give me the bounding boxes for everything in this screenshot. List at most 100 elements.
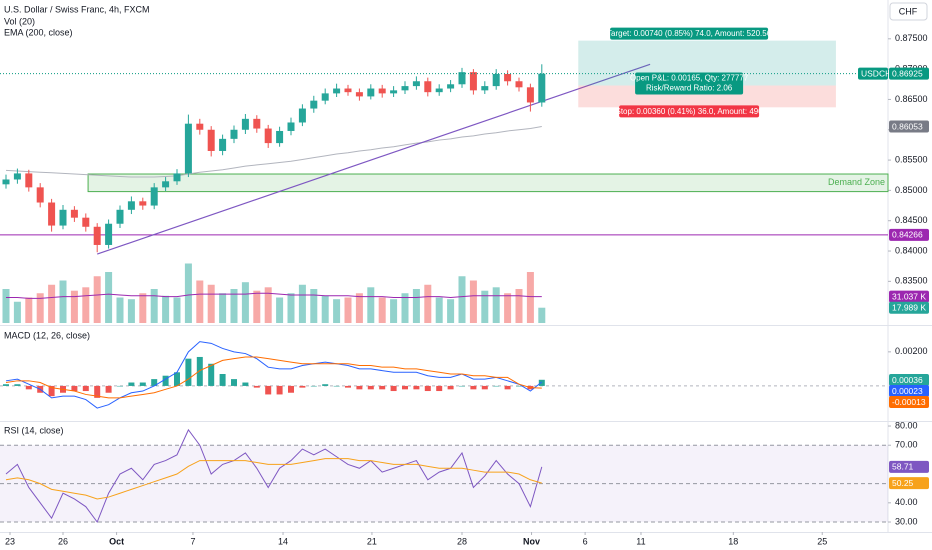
target-label-label: Target: 0.00740 (0.85%) 74.0, Amount: 52… bbox=[607, 29, 772, 38]
histogram-bar bbox=[128, 382, 135, 386]
histogram-bar bbox=[276, 385, 283, 395]
histogram-bar bbox=[333, 385, 340, 387]
volume-bar bbox=[298, 284, 306, 323]
candle-body bbox=[344, 88, 352, 93]
candle-body bbox=[70, 209, 78, 218]
volume-bar bbox=[93, 276, 101, 323]
volume-bar bbox=[13, 301, 21, 323]
histogram-bar bbox=[253, 385, 260, 388]
candle-body bbox=[469, 72, 477, 91]
histogram-bar bbox=[299, 385, 306, 388]
volume-bar bbox=[412, 289, 420, 323]
macd-badge bbox=[889, 385, 929, 397]
target-label bbox=[610, 27, 769, 40]
volume-bar bbox=[207, 284, 215, 323]
candle-body bbox=[127, 201, 135, 210]
x-tick-label: 28 bbox=[457, 536, 467, 546]
rsi-badge-label: 58.71 bbox=[892, 462, 914, 472]
candle-body bbox=[435, 88, 443, 93]
volume-bar bbox=[173, 297, 181, 323]
volume-bar bbox=[82, 287, 90, 323]
histogram-bar bbox=[105, 385, 112, 393]
volume-bar bbox=[367, 287, 375, 323]
candle-body bbox=[481, 86, 489, 91]
volume-bar bbox=[401, 293, 409, 323]
histogram-bar bbox=[459, 385, 465, 387]
volume-bar bbox=[424, 284, 432, 323]
histogram-bar bbox=[162, 375, 169, 386]
demand-zone-label: Demand Zone bbox=[828, 177, 885, 187]
volume-bar bbox=[447, 299, 455, 323]
histogram-bar bbox=[322, 384, 329, 386]
volume-bar bbox=[48, 284, 56, 323]
y-tick-label: 80.00 bbox=[895, 420, 918, 430]
candle-body bbox=[355, 92, 363, 97]
currency-label[interactable]: CHF bbox=[899, 6, 918, 16]
x-tick-label: 23 bbox=[5, 536, 15, 546]
volume-bar bbox=[25, 297, 33, 323]
y-tick-label: 0.85000 bbox=[895, 185, 928, 195]
y-tick-label: 0.84500 bbox=[895, 215, 928, 225]
x-tick-label: 14 bbox=[278, 536, 288, 546]
rsi-line bbox=[5, 428, 543, 524]
x-tick-label: Nov bbox=[523, 536, 540, 546]
histogram-bar bbox=[82, 385, 89, 392]
y-tick-label: 0.00200 bbox=[895, 346, 928, 356]
currency-button[interactable] bbox=[889, 2, 928, 21]
candle-body bbox=[82, 217, 90, 227]
volume-bar bbox=[310, 289, 318, 323]
volume-bar bbox=[2, 289, 10, 323]
volume-bar bbox=[264, 287, 272, 323]
signal-line bbox=[5, 356, 542, 399]
macd-badge bbox=[889, 374, 929, 386]
histogram-bar bbox=[94, 385, 101, 398]
volume-bar bbox=[184, 263, 192, 323]
macd-badge-label: -0.00013 bbox=[892, 397, 926, 407]
stop-label-label: Stop: 0.00360 (0.41%) 36.0, Amount: 490 bbox=[615, 107, 763, 116]
hline-badge-label: 0.84266 bbox=[892, 230, 923, 240]
histogram-bar bbox=[390, 385, 397, 392]
y-tick-label: 0.83500 bbox=[895, 276, 928, 286]
volume-bar bbox=[390, 299, 398, 323]
candle-body bbox=[36, 187, 44, 203]
symbol-badge bbox=[858, 67, 888, 80]
histogram-bar bbox=[424, 385, 431, 392]
demand-zone bbox=[87, 173, 889, 193]
candle-body bbox=[298, 108, 306, 123]
candle-body bbox=[515, 81, 523, 88]
x-tick-label: Oct bbox=[109, 536, 124, 546]
volume-bar bbox=[481, 290, 489, 323]
histogram-bar bbox=[71, 385, 78, 392]
histogram-bar bbox=[481, 385, 488, 390]
y-tick-label: 40.00 bbox=[895, 497, 918, 507]
x-tick-label: 25 bbox=[817, 536, 827, 546]
candle-body bbox=[93, 226, 101, 245]
histogram-bar bbox=[48, 385, 55, 397]
macd-title: MACD (12, 26, close) bbox=[4, 330, 90, 340]
histogram-bar bbox=[310, 385, 317, 387]
candle-body bbox=[207, 129, 215, 151]
histogram-bar bbox=[356, 385, 363, 390]
pnl-label: Open P&L: 0.00165, Qty: 277777 bbox=[630, 74, 749, 83]
macd-badge-label: 0.00036 bbox=[892, 375, 923, 385]
ema-line bbox=[5, 126, 542, 178]
ema-badge-label: 0.86053 bbox=[892, 121, 923, 131]
candle-body bbox=[253, 118, 261, 129]
histogram-bar bbox=[470, 385, 477, 390]
histogram-bar bbox=[242, 382, 249, 386]
candle-body bbox=[492, 73, 500, 87]
histogram-bar bbox=[367, 385, 374, 390]
chart-title: U.S. Dollar / Swiss Franc, 4h, FXCM bbox=[4, 4, 150, 14]
volume-bar bbox=[116, 297, 124, 323]
rsi-ma-line bbox=[5, 458, 542, 500]
histogram-bar bbox=[288, 385, 294, 393]
volume-bar bbox=[515, 289, 523, 323]
candle-body bbox=[390, 90, 398, 94]
rsi-badge bbox=[889, 477, 929, 490]
y-tick-label: 0.87500 bbox=[895, 33, 928, 43]
x-tick-label: 6 bbox=[583, 536, 588, 546]
volume-bar bbox=[333, 299, 341, 323]
histogram-bar bbox=[3, 384, 9, 386]
histogram-bar bbox=[447, 385, 454, 390]
